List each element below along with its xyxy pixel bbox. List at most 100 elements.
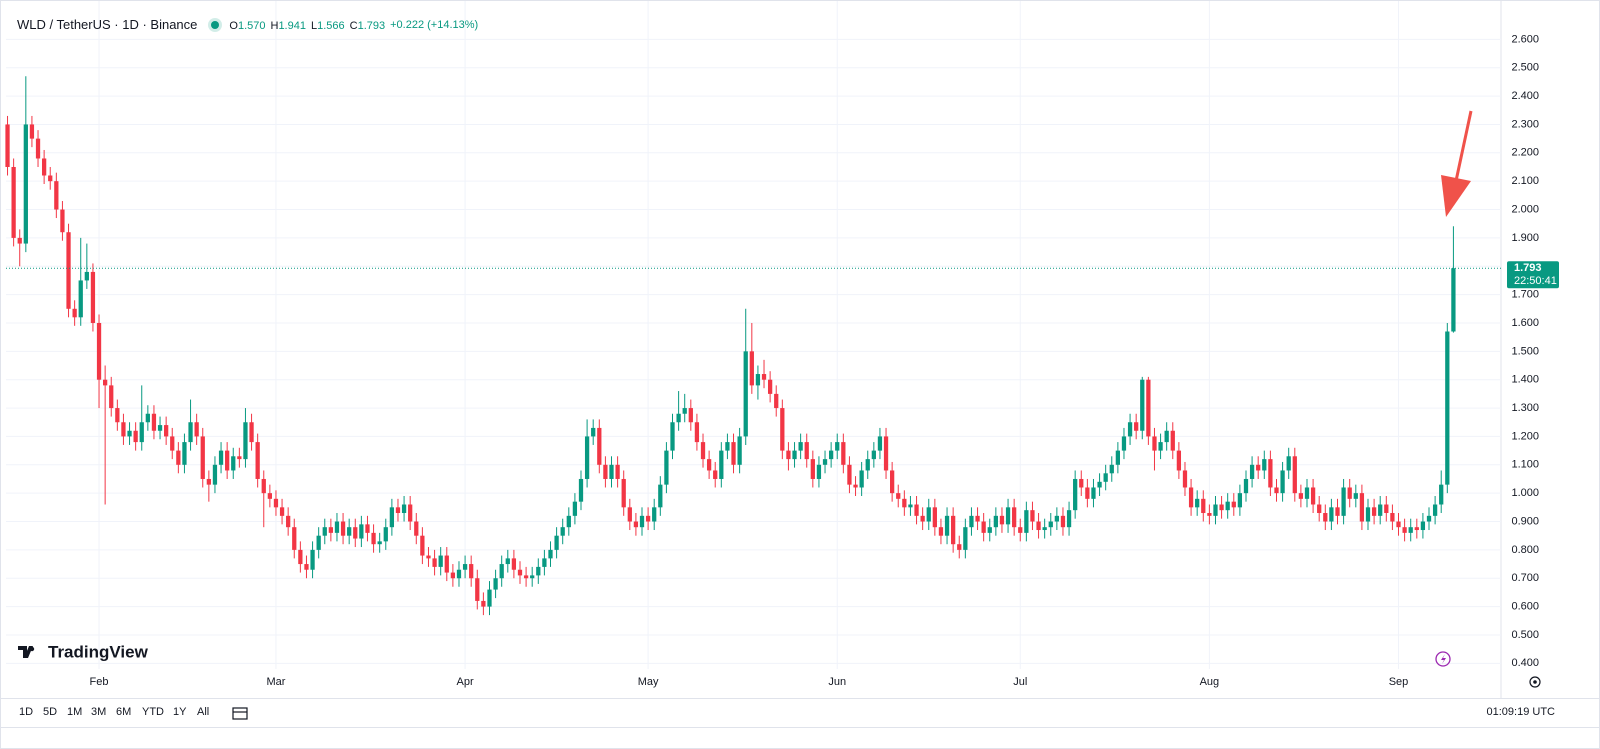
last-price-label: 1.793 xyxy=(1514,262,1542,274)
candle-body xyxy=(859,470,864,488)
candle-body xyxy=(96,322,102,380)
candle-body xyxy=(932,507,937,528)
candle-body xyxy=(188,422,193,443)
candle-body xyxy=(54,181,59,210)
candle-body xyxy=(1073,478,1078,511)
watermark-logo-dot xyxy=(29,646,35,652)
candle-body xyxy=(578,478,584,502)
candle-body xyxy=(1158,442,1163,451)
candle-body xyxy=(493,578,498,590)
candle-body xyxy=(267,493,272,499)
range-button[interactable]: 3M xyxy=(91,706,107,718)
candle-body xyxy=(1140,379,1145,431)
candle-body xyxy=(1335,507,1340,516)
candle-body xyxy=(408,504,413,522)
candle-body xyxy=(505,558,510,565)
alert-icon[interactable] xyxy=(1435,651,1451,667)
candle-body xyxy=(298,549,303,565)
candle-body xyxy=(835,442,840,451)
candle-body xyxy=(1402,527,1407,533)
clock[interactable]: 01:09:19 UTC xyxy=(1486,706,1555,718)
candle-body xyxy=(737,436,742,465)
candle-body xyxy=(792,450,797,460)
watermark-logo xyxy=(18,646,33,658)
candle-body xyxy=(719,450,724,479)
x-tick-label: Sep xyxy=(1389,676,1409,688)
range-button[interactable]: 1M xyxy=(67,706,83,718)
candle-body xyxy=(1310,487,1316,505)
candle-body xyxy=(536,566,541,576)
candle-body xyxy=(938,527,944,536)
candle-body xyxy=(292,527,297,550)
candle-body xyxy=(182,442,187,465)
candle-body xyxy=(450,572,456,579)
candle-body xyxy=(1127,422,1133,437)
candle-body xyxy=(670,422,675,451)
candle-body xyxy=(975,515,980,522)
candle-body xyxy=(432,558,437,567)
candle-body xyxy=(1146,379,1151,437)
x-tick-label: May xyxy=(638,676,659,688)
candle-body xyxy=(103,379,108,386)
range-button[interactable]: All xyxy=(197,706,210,718)
chart-background xyxy=(1,1,1599,698)
watermark-text: TradingView xyxy=(48,642,149,661)
axes: 0.400 0.500 0.600 0.700 0.800 0.900 1.000 1.100… xyxy=(6,33,1559,688)
alert-icon-bolt xyxy=(1441,654,1446,664)
date-range-icon[interactable] xyxy=(230,703,250,723)
candle-body xyxy=(1353,493,1358,499)
candle-body xyxy=(414,521,419,536)
candle-body xyxy=(1024,510,1029,533)
candle-body xyxy=(877,436,883,451)
candle-body xyxy=(774,393,779,409)
ohlc-key: C xyxy=(349,20,358,32)
candle-body xyxy=(652,507,657,522)
candle-body xyxy=(755,374,761,386)
watermark: TradingView xyxy=(18,642,149,661)
candle-body xyxy=(1408,527,1413,533)
candle-body xyxy=(255,442,260,479)
candle-body xyxy=(743,351,748,437)
range-button[interactable]: YTD xyxy=(142,706,164,718)
candle-body xyxy=(1426,515,1432,522)
candle-body xyxy=(359,524,364,539)
candle-body xyxy=(1231,501,1236,508)
candle-body xyxy=(517,569,523,576)
candle-body xyxy=(700,442,706,460)
gear-center xyxy=(1533,680,1537,684)
candle-body xyxy=(1195,498,1200,508)
candle-body xyxy=(212,464,218,485)
x-tick-label: Jun xyxy=(828,676,846,688)
axis-settings[interactable] xyxy=(1529,676,1541,688)
range-button[interactable]: 5D xyxy=(43,706,58,718)
y-tick-label: 1.400 xyxy=(1511,374,1539,386)
candle-body xyxy=(1012,507,1017,528)
legend-header: WLD / TetherUS · 1D · Binance O1.570 H1.9… xyxy=(17,17,483,32)
candle-body xyxy=(1134,422,1139,431)
candle-body xyxy=(249,422,254,443)
symbol[interactable]: WLD / TetherUS · 1D · Binance xyxy=(17,17,198,32)
candle-body xyxy=(310,549,315,570)
candle-body xyxy=(145,413,150,423)
candle-body xyxy=(133,430,138,443)
candle-body xyxy=(322,527,327,536)
candle-body xyxy=(725,442,730,451)
y-tick-label: 2.600 xyxy=(1511,33,1539,45)
candle-body xyxy=(365,524,370,533)
candle-body xyxy=(584,436,590,479)
candle-body xyxy=(353,527,358,539)
x-tick-label: Apr xyxy=(457,676,474,688)
y-tick-label: 1.000 xyxy=(1511,487,1539,499)
candle-body xyxy=(469,564,474,579)
candle-body xyxy=(139,422,144,443)
candle-body xyxy=(420,535,425,556)
candle-body xyxy=(523,575,529,579)
candle-body xyxy=(1109,464,1114,474)
candle-body xyxy=(560,527,565,536)
range-button[interactable]: 1Y xyxy=(173,706,187,718)
range-button[interactable]: 6M xyxy=(116,706,132,718)
ohlc-value: 1.570 xyxy=(237,20,266,32)
candle-body xyxy=(200,436,205,479)
candle-body xyxy=(1103,473,1108,482)
range-button[interactable]: 1D xyxy=(19,706,34,718)
